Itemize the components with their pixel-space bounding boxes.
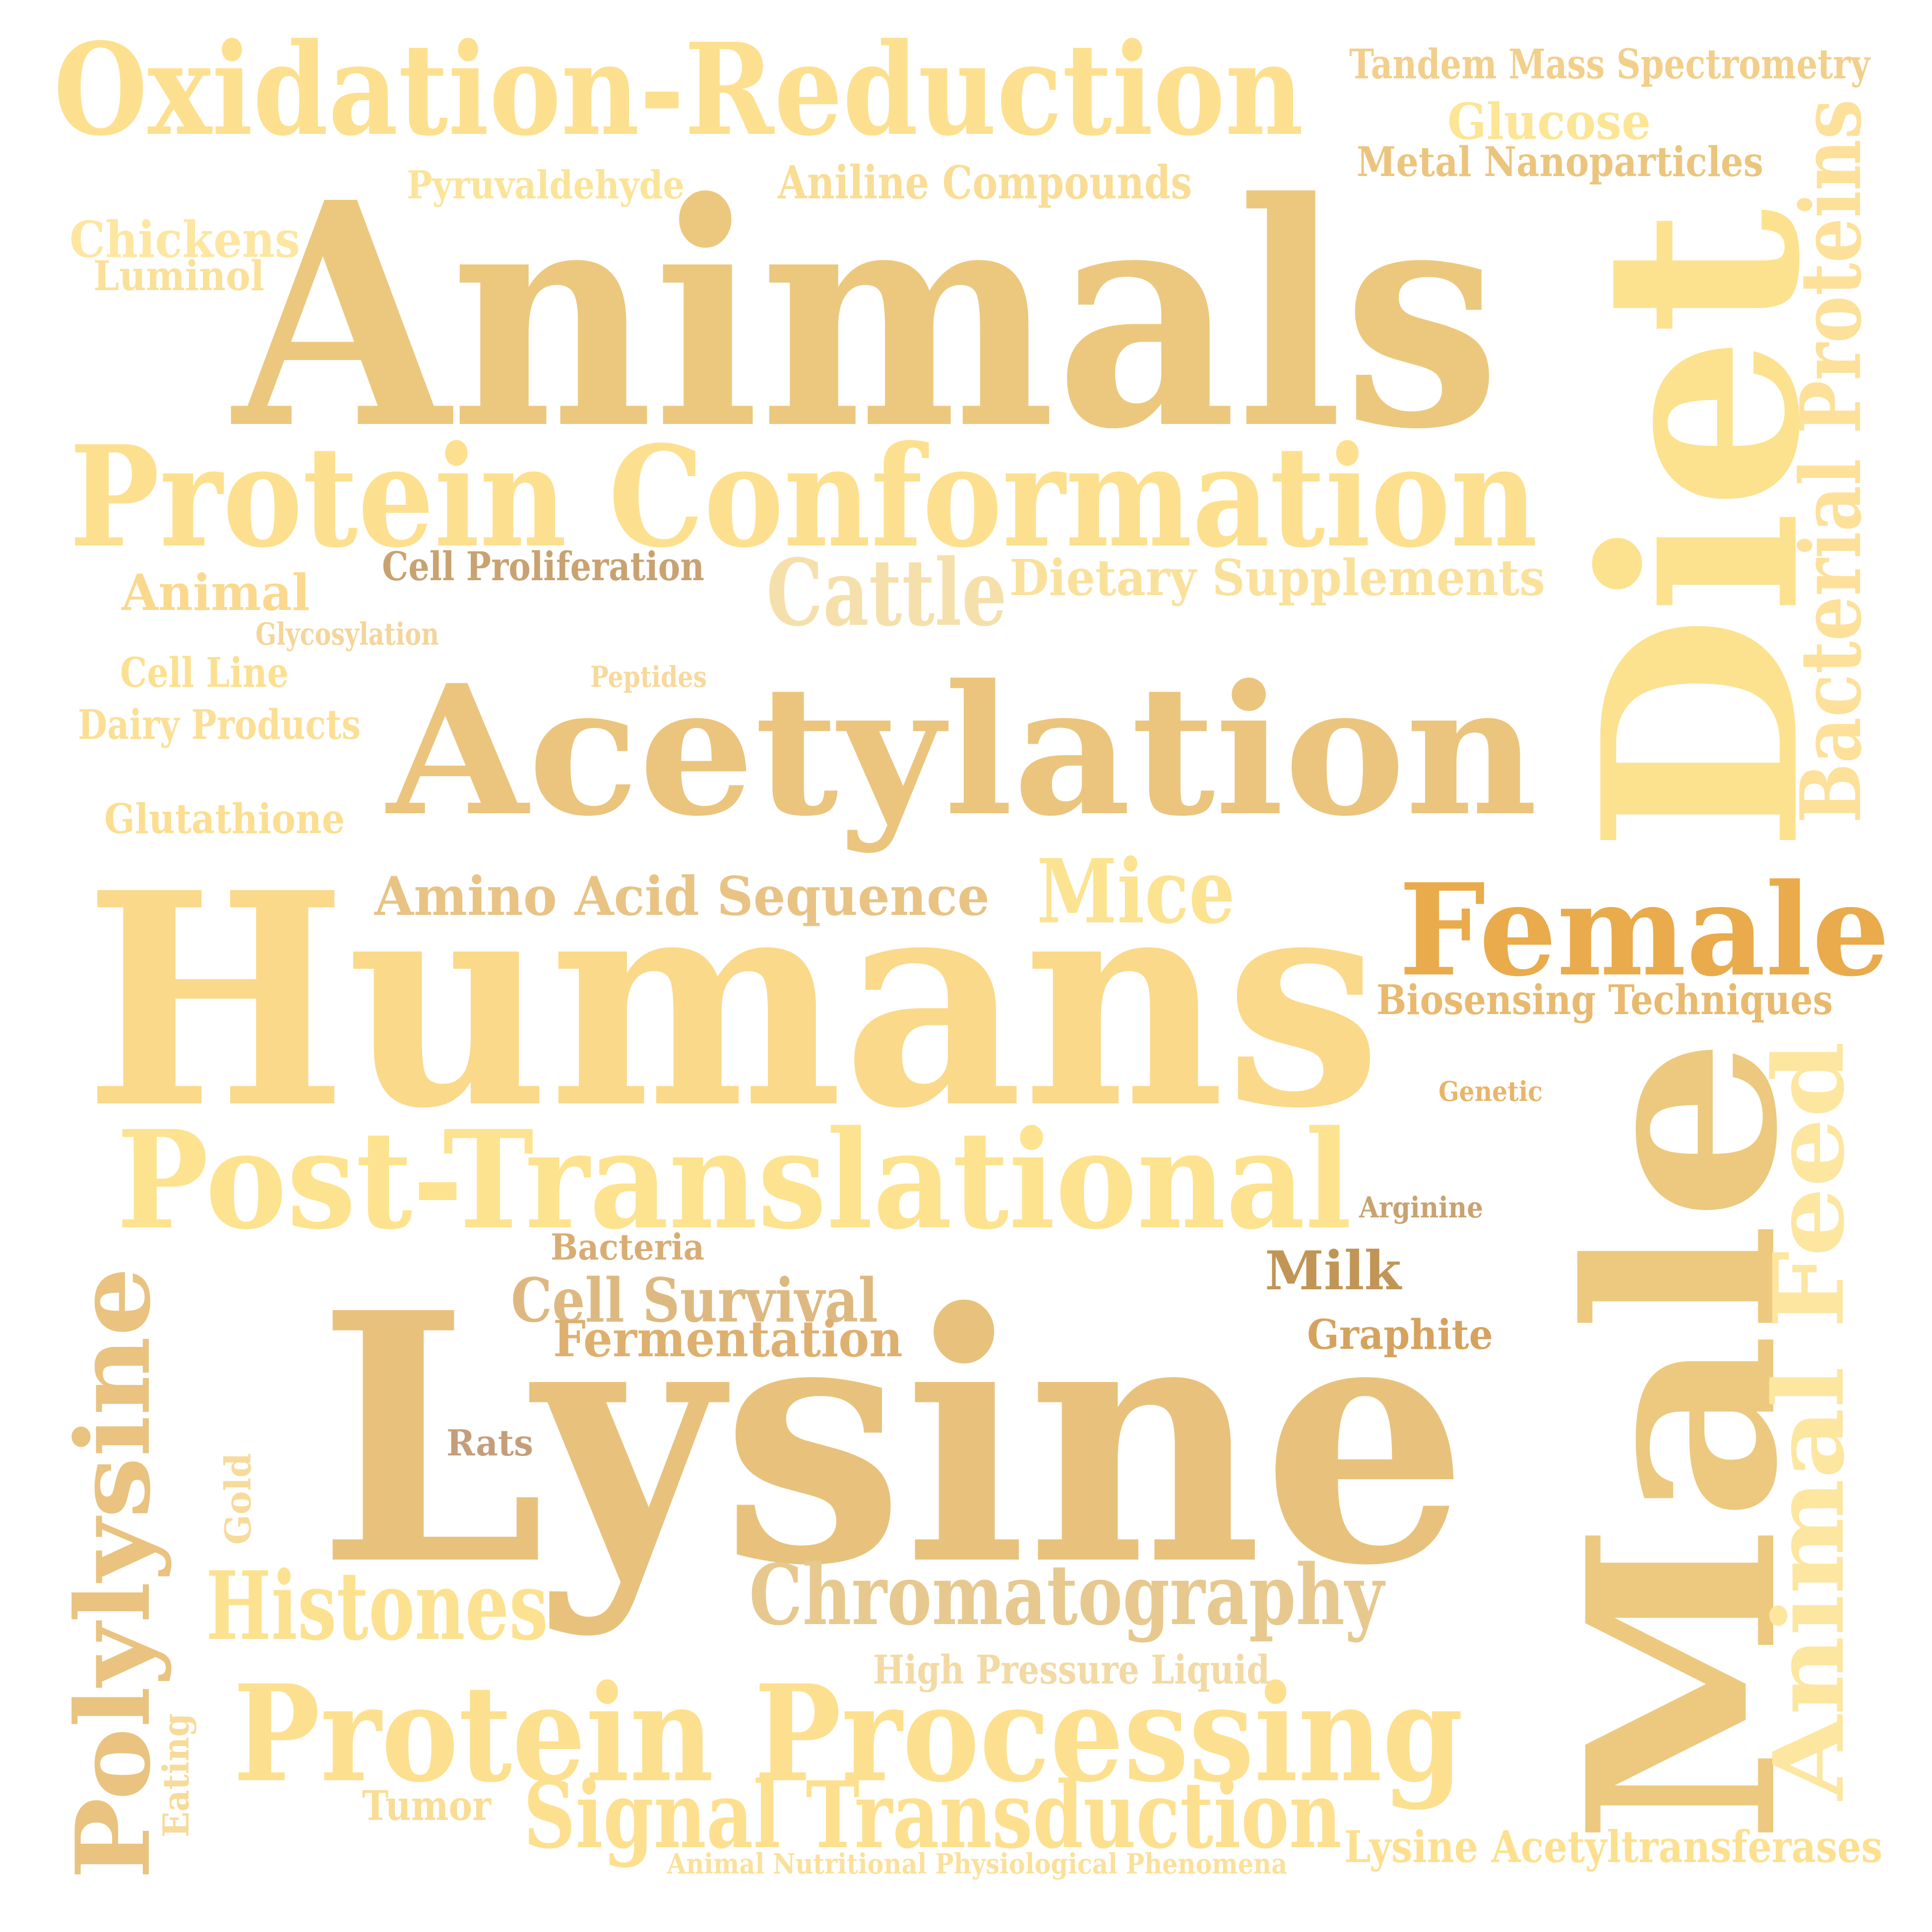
word-female: Female <box>1399 856 1890 1005</box>
word-tumor: Tumor <box>362 1782 492 1830</box>
word-humans: Humans <box>84 829 1381 1173</box>
word-protein-processing: Protein Processing <box>233 1656 1463 1812</box>
word-post-translational: Post-Translational <box>117 1101 1352 1260</box>
word-gold: Gold <box>217 1453 259 1545</box>
word-peptides: Peptides <box>590 660 707 694</box>
word-lysine-acetyltransferases: Lysine Acetyltransferases <box>1344 1821 1882 1872</box>
word-dietary-supplements: Dietary Supplements <box>1009 548 1545 607</box>
word-glycosylation: Glycosylation <box>255 616 439 652</box>
word-histones: Histones <box>206 1551 548 1661</box>
word-glutathione: Glutathione <box>104 795 345 843</box>
word-protein-conformation: Protein Conformation <box>69 416 1538 579</box>
word-acetylation: Acetylation <box>384 646 1538 855</box>
word-diet: Diet <box>1545 206 1859 853</box>
word-genetic: Genetic <box>1438 1075 1543 1107</box>
word-animal-feed: Animal Feed <box>1752 1041 1866 1801</box>
word-animal-nutritional-physiological-phenomena: Animal Nutritional Physiological Phenome… <box>667 1848 1287 1880</box>
word-pyruvaldehyde: Pyruvaldehyde <box>407 163 685 208</box>
word-polylysine: Polylysine <box>54 1267 173 1879</box>
word-dairy-products: Dairy Products <box>78 701 361 749</box>
word-cell-line: Cell Line <box>120 649 289 697</box>
word-eating: Eating <box>155 1713 197 1837</box>
word-tandem-mass-spectrometry: Tandem Mass Spectrometry <box>1349 41 1871 88</box>
word-bacteria: Bacteria <box>551 1226 704 1268</box>
word-bacterial-proteins: Bacterial Proteins <box>1782 99 1880 823</box>
word-cell-proliferation: Cell Proliferation <box>382 543 704 590</box>
word-luminol: Luminol <box>93 252 264 300</box>
word-male: Male <box>1531 1036 1834 1845</box>
word-graphite: Graphite <box>1307 1311 1493 1359</box>
word-rats: Rats <box>446 1422 533 1464</box>
word-arginine: Arginine <box>1359 1191 1483 1224</box>
word-lysine: Lysine <box>317 1238 1468 1640</box>
word-oxidation-reduction: Oxidation-Reduction <box>54 16 1304 164</box>
word-biosensing-techniques: Biosensing Techniques <box>1376 976 1833 1024</box>
word-milk: Milk <box>1265 1240 1402 1302</box>
word-fermentation: Fermentation <box>553 1310 903 1368</box>
word-chickens: Chickens <box>69 210 300 269</box>
word-animal: Animal <box>121 563 310 622</box>
word-amino-acid-sequence: Amino Acid Sequence <box>374 865 990 928</box>
word-mice: Mice <box>1037 840 1235 943</box>
word-metal-nanoparticles: Metal Nanoparticles <box>1357 138 1763 186</box>
word-aniline-compounds: Aniline Compounds <box>777 156 1192 209</box>
word-high-pressure-liquid: High Pressure Liquid <box>873 1646 1270 1693</box>
word-cattle: Cattle <box>766 539 1007 647</box>
word-animals: Animals <box>229 136 1500 497</box>
word-cell-survival: Cell Survival <box>511 1265 878 1336</box>
word-glucose: Glucose <box>1447 92 1651 151</box>
word-signal-transduction: Signal Transduction <box>523 1761 1342 1869</box>
word-chromatography: Chromatography <box>749 1546 1386 1644</box>
